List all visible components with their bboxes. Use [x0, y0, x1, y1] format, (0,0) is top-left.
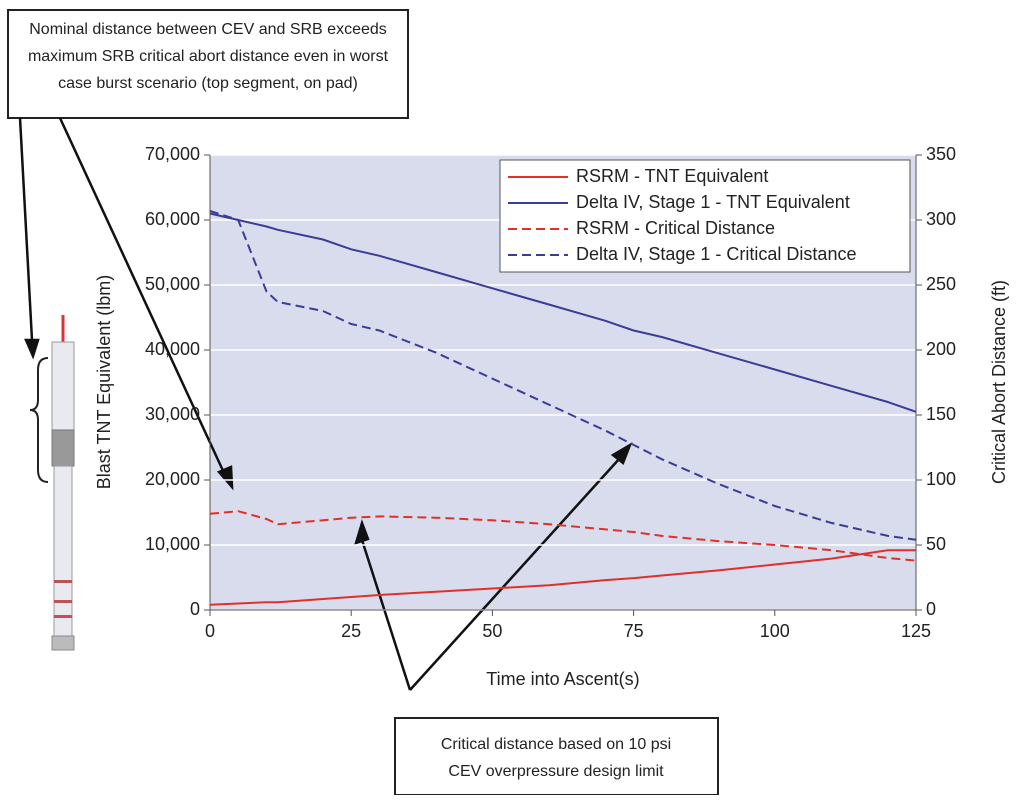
- legend-label: Delta IV, Stage 1 - TNT Equivalent: [576, 192, 850, 212]
- legend-label: RSRM - Critical Distance: [576, 218, 775, 238]
- y2-tick-label: 200: [926, 339, 956, 359]
- x-tick-label: 125: [901, 621, 931, 641]
- legend-box: [499, 159, 911, 273]
- legend-label: Delta IV, Stage 1 - Critical Distance: [576, 244, 856, 264]
- y2-tick-label: 0: [926, 599, 936, 619]
- y-tick-label: 50,000: [145, 274, 200, 294]
- series-line: [209, 549, 916, 606]
- y-tick-label: 70,000: [145, 144, 200, 164]
- y2-axis-label: Critical Abort Distance (ft): [989, 280, 1009, 484]
- x-tick-label: 100: [760, 621, 790, 641]
- series-line: [209, 212, 917, 413]
- x-axis-label: Time into Ascent(s): [486, 669, 639, 689]
- y-tick-label: 0: [190, 599, 200, 619]
- x-tick-label: 25: [341, 621, 361, 641]
- series-line: [209, 209, 917, 541]
- y2-tick-label: 250: [926, 274, 956, 294]
- y-tick-label: 10,000: [145, 534, 200, 554]
- annotation-text: Nominal distance between CEV and SRB exc…: [29, 21, 387, 38]
- y2-tick-label: 150: [926, 404, 956, 424]
- rocket-illustration: [29, 315, 75, 651]
- annotation-text: maximum SRB critical abort distance even…: [28, 48, 389, 65]
- y-tick-label: 60,000: [145, 209, 200, 229]
- y-tick-label: 20,000: [145, 469, 200, 489]
- y-tick-label: 40,000: [145, 339, 200, 359]
- series-line: [209, 510, 917, 562]
- y2-tick-label: 50: [926, 534, 946, 554]
- y2-tick-label: 300: [926, 209, 956, 229]
- annotation-text: Critical distance based on 10 psi: [441, 736, 671, 753]
- annotation-text: CEV overpressure design limit: [448, 763, 664, 780]
- x-tick-label: 75: [624, 621, 644, 641]
- y-tick-label: 30,000: [145, 404, 200, 424]
- x-tick-label: 50: [482, 621, 502, 641]
- y2-tick-label: 100: [926, 469, 956, 489]
- y-axis-label: Blast TNT Equivalent (lbm): [94, 275, 114, 489]
- annotation-text: case burst scenario (top segment, on pad…: [58, 75, 358, 92]
- x-tick-label: 0: [205, 621, 215, 641]
- y2-tick-label: 350: [926, 144, 956, 164]
- legend-label: RSRM - TNT Equivalent: [576, 166, 768, 186]
